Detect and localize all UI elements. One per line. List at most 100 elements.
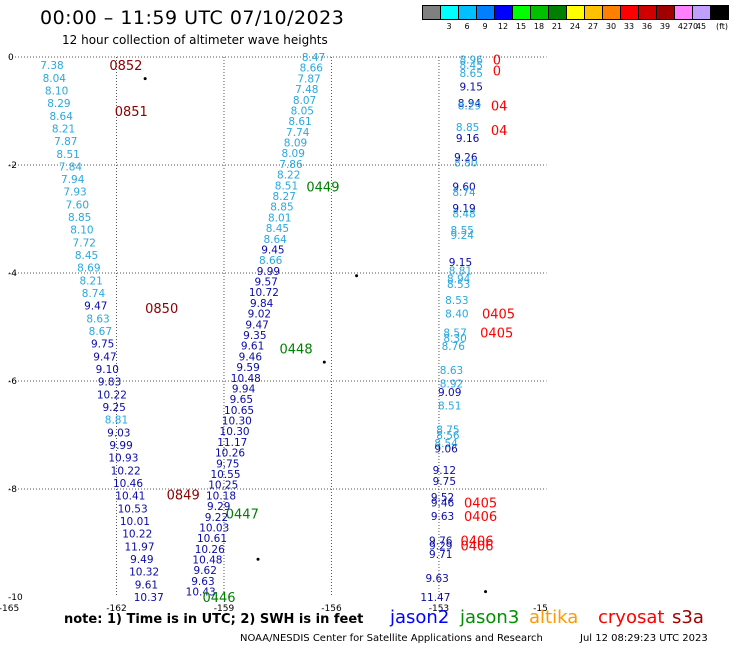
wave-height-value: 8.64 <box>50 111 74 123</box>
wave-height-value: 8.53 <box>445 295 468 307</box>
wave-height-value: 8.94 <box>458 98 482 110</box>
islands <box>143 77 488 594</box>
lat-tick-label: -4 <box>8 269 17 279</box>
wave-height-value: 9.63 <box>431 511 454 523</box>
wave-height-value: 8.69 <box>77 263 100 275</box>
wave-height-value: 8.75 <box>436 425 459 437</box>
wave-height-value: 10.61 <box>197 533 227 545</box>
wave-height-value: 11.47 <box>420 592 450 604</box>
wave-height-value: 10.46 <box>113 478 143 490</box>
wave-height-value: 10.48 <box>192 555 222 567</box>
scale-label: 70 <box>687 22 699 31</box>
wave-height-value: 8.81 <box>105 415 128 427</box>
pass-time-label: 04 <box>491 124 508 139</box>
wave-height-value: 8.21 <box>79 275 102 287</box>
wave-height-value: 9.03 <box>107 427 130 439</box>
wave-height-value: 8.57 <box>443 327 466 339</box>
map-subtitle: 12 hour collection of altimeter wave hei… <box>62 33 328 47</box>
lon-tick-label: -156 <box>321 604 342 614</box>
pass-time-label: 0850 <box>145 302 178 317</box>
wave-height-value: 10.93 <box>108 453 138 465</box>
wave-height-value: 8.30 <box>443 333 466 345</box>
wave-height-value: 9.25 <box>102 402 125 414</box>
lon-tick-label: -162 <box>106 604 126 614</box>
credit-text: NOAA/NESDIS Center for Satellite Applica… <box>240 633 543 644</box>
wave-height-value: 7.84 <box>59 161 83 173</box>
lat-tick-label: 0 <box>8 53 14 63</box>
lon-tick-label: -159 <box>214 604 235 614</box>
scale-label: 27 <box>587 22 599 31</box>
wave-height-value: 7.60 <box>66 199 89 211</box>
wave-height-value: 8.92 <box>440 379 463 391</box>
wave-height-value: 9.24 <box>451 230 475 242</box>
wave-height-value: 9.71 <box>429 549 452 561</box>
wave-height-value: 9.46 <box>431 498 455 510</box>
pass-time-label: 0 <box>493 65 501 80</box>
wave-height-color-scale: 3 6 9 12 15 18 21 24 27 30 33 36 39 42 45 70 (ft) <box>422 5 729 37</box>
wave-height-value: 8.07 <box>293 95 316 107</box>
wave-height-value: 7.86 <box>279 159 303 171</box>
wave-height-value: 9.57 <box>254 277 277 289</box>
wave-height-value: 10.22 <box>111 465 141 477</box>
wave-height-value: 10.32 <box>129 567 159 579</box>
wave-height-value: 7.87 <box>297 73 320 85</box>
pass-time-label: 04 <box>491 100 508 115</box>
wave-height-value: 8.85 <box>270 202 293 214</box>
wave-height-value: 8.51 <box>56 149 79 161</box>
wave-height-value: 9.61 <box>135 579 158 591</box>
satellite-label-altika: altika <box>529 607 579 628</box>
wave-height-value: 9.47 <box>84 301 107 313</box>
satellite-label-jason2: jason2 <box>390 607 450 628</box>
wave-height-value: 8.66 <box>300 63 324 75</box>
pass-time-label: 0851 <box>115 105 148 120</box>
wave-height-value: 9.09 <box>438 387 461 399</box>
wave-height-value: 8.85 <box>68 212 91 224</box>
wave-height-value: 8.45 <box>460 60 483 72</box>
wave-height-value: 10.03 <box>199 522 229 534</box>
wave-height-value: 9.83 <box>98 377 121 389</box>
lon-tick-label: -153 <box>429 604 449 614</box>
wave-height-value: 9.75 <box>216 458 239 470</box>
wave-height-value: 9.46 <box>239 351 263 363</box>
pass-time-label: 0405 <box>482 308 515 323</box>
pass-time-label: 0446 <box>202 591 235 606</box>
wave-height-value: 8.56 <box>436 430 460 442</box>
pass-time-label: 0448 <box>280 343 313 358</box>
wave-height-value: 9.52 <box>431 492 454 504</box>
wave-height-value: 8.55 <box>451 225 474 237</box>
wave-height-value: 10.22 <box>97 389 127 401</box>
wave-height-value: 9.63 <box>191 576 214 588</box>
wave-height-value: 10.65 <box>224 405 254 417</box>
scale-label: 6 <box>464 22 470 31</box>
wave-height-value: 10.26 <box>215 448 245 460</box>
wave-height-value: 10.53 <box>118 503 148 515</box>
scale-unit-label: (ft) <box>715 22 729 31</box>
wave-height-value: 10.26 <box>195 544 225 556</box>
wave-height-value: 9.35 <box>243 330 266 342</box>
wave-height-value: 8.29 <box>458 101 481 113</box>
pass-time-label: 0852 <box>109 59 142 74</box>
wave-height-value: 8.94 <box>447 273 471 285</box>
scale-label: 18 <box>533 22 545 31</box>
wave-height-value: 8.09 <box>284 138 307 150</box>
wave-height-value: 8.61 <box>288 116 311 128</box>
scale-label: 45 <box>695 22 707 31</box>
wave-height-value: 8.21 <box>52 123 75 135</box>
wave-height-value: 10.25 <box>208 480 238 492</box>
wave-height-value: 8.22 <box>277 170 300 182</box>
lat-tick-label: -8 <box>8 485 17 495</box>
scale-label: 9 <box>482 22 488 31</box>
wave-height-value: 9.84 <box>250 298 274 310</box>
wave-height-value: 9.61 <box>241 341 264 353</box>
wave-height-value: 8.29 <box>47 98 70 110</box>
wave-height-value: 10.30 <box>222 416 252 428</box>
wave-height-value: 7.38 <box>40 60 63 72</box>
wave-height-values: 7.388.048.108.298.648.217.878.517.847.94… <box>40 52 483 604</box>
wave-height-value: 8.53 <box>447 279 470 291</box>
lat-tick-label: -2 <box>8 161 17 171</box>
wave-height-value: 8.51 <box>438 400 461 412</box>
pass-time-label: 0849 <box>167 488 200 503</box>
scale-label: 33 <box>623 22 635 31</box>
wave-height-value: 9.62 <box>194 565 217 577</box>
wave-height-value: 10.48 <box>231 373 261 385</box>
